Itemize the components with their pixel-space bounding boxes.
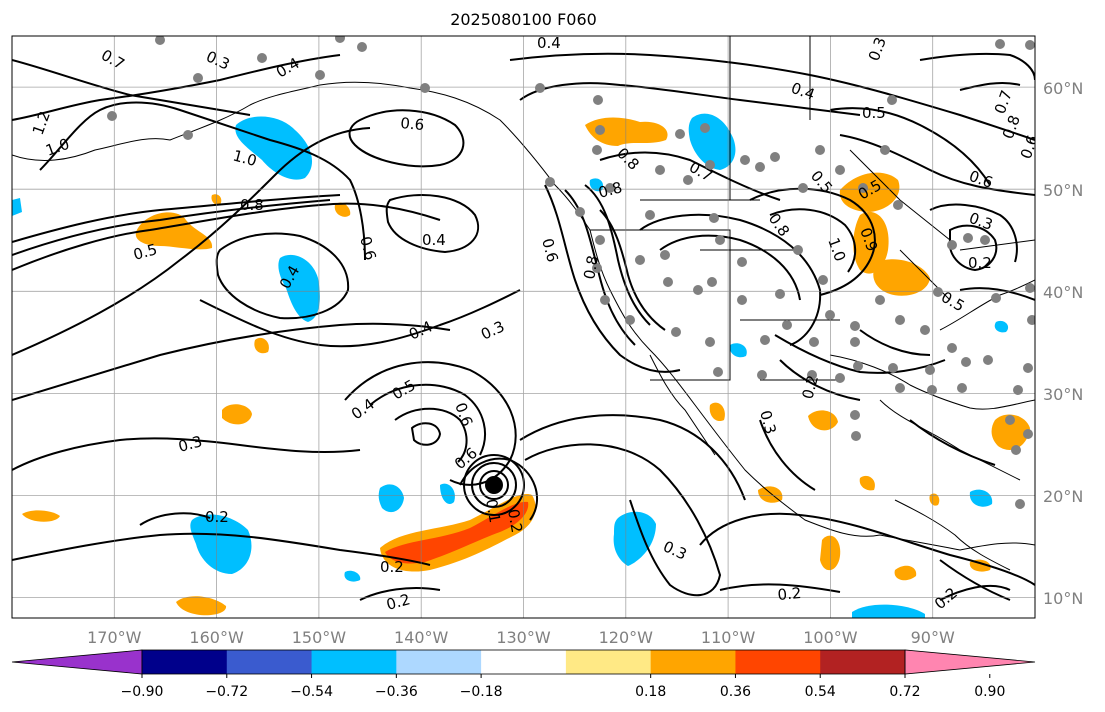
contour-label: 0.2	[798, 373, 822, 401]
colorbar-cell	[396, 650, 482, 674]
colorbar-tick-label: −0.36	[375, 684, 418, 700]
lon-tick-label: 170°W	[87, 628, 142, 647]
contour-label: 0.8	[240, 196, 264, 214]
colorbar-cell	[650, 650, 736, 674]
contour-label: 0.6	[356, 234, 380, 262]
colorbar-tick-label: 0.54	[805, 684, 836, 700]
station-dots	[107, 36, 1035, 509]
lat-tick-label: 30°N	[1043, 385, 1083, 404]
colorbar: −0.90 −0.72 −0.54 −0.36 −0.18 0.18 0.36 0.54 0.7…	[11, 649, 1036, 700]
colorbar-tick-label: 0.72	[889, 684, 920, 700]
colorbar-cell	[565, 650, 652, 674]
colorbar-tick-label: 0.36	[720, 684, 751, 700]
lon-tick-label: 150°W	[292, 628, 347, 647]
colorbar-cell	[142, 650, 228, 674]
contour-label: 0.2	[968, 254, 992, 272]
contour-label: 0.5	[862, 104, 886, 122]
lon-tick-label: 90°W	[911, 628, 955, 647]
colorbar-cell	[481, 650, 567, 674]
lat-tick-label: 10°N	[1043, 589, 1083, 608]
contour-label: 0.1	[482, 498, 504, 525]
lat-tick-label: 40°N	[1043, 283, 1083, 302]
graticule	[12, 36, 1035, 618]
contour-label: 1.0	[231, 146, 259, 170]
colorbar-cell	[735, 650, 821, 674]
map-frame	[11, 35, 1036, 619]
lon-tick-label: 110°W	[701, 628, 756, 647]
colorbar-tick-label: 0.18	[635, 684, 666, 700]
contour-label: 0.6	[1017, 133, 1042, 162]
lon-tick-label: 130°W	[496, 628, 551, 647]
lat-tick-label: 50°N	[1043, 181, 1083, 200]
lon-tick-label: 120°W	[599, 628, 654, 647]
colorbar-tick-label: −0.18	[460, 684, 503, 700]
contour-label: 0.4	[422, 231, 446, 249]
shading-positive	[22, 117, 1030, 616]
colorbar-extension-high	[904, 649, 1036, 675]
longitude-labels: 170°W 160°W 150°W 140°W 130°W 120°W 110°…	[87, 628, 955, 647]
contour-label: 0.5	[131, 240, 159, 264]
colorbar-tick-label: −0.90	[121, 684, 164, 700]
lat-tick-label: 60°N	[1043, 79, 1083, 98]
colorbar-cell	[820, 650, 906, 674]
colorbar-tick-label: −0.72	[205, 684, 248, 700]
contour-label: 0.6	[538, 236, 562, 264]
colorbar-cell	[226, 650, 313, 674]
contour-label: 0.2	[205, 508, 229, 526]
contour-label: 0.2	[504, 508, 526, 535]
contour-label: 0.2	[777, 584, 802, 604]
map-title: 2025080100 F060	[450, 10, 597, 29]
contour-label: 0.6	[400, 114, 425, 134]
storm-center-marker	[485, 476, 503, 494]
lon-tick-label: 140°W	[394, 628, 449, 647]
colorbar-frame	[141, 649, 906, 675]
contour-label: 0.8	[596, 178, 624, 202]
latitude-labels: 10°N 20°N 30°N 40°N 50°N 60°N	[1043, 79, 1083, 608]
lon-tick-label: 100°W	[803, 628, 858, 647]
contour-label: 0.4	[537, 34, 561, 52]
colorbar-extension-low	[11, 649, 143, 675]
colorbar-tick-label: −0.54	[290, 684, 333, 700]
lat-tick-label: 20°N	[1043, 487, 1083, 506]
contour-label: 0.2	[380, 558, 404, 576]
contour-label: 0.3	[756, 408, 780, 436]
lon-tick-label: 160°W	[189, 628, 244, 647]
colorbar-cell	[311, 650, 397, 674]
contour-label: 0.8	[580, 254, 602, 281]
colorbar-tick-label: 0.90	[974, 684, 1005, 700]
contour-label: 0.2	[384, 590, 412, 614]
contour-label: 0.3	[176, 432, 204, 456]
